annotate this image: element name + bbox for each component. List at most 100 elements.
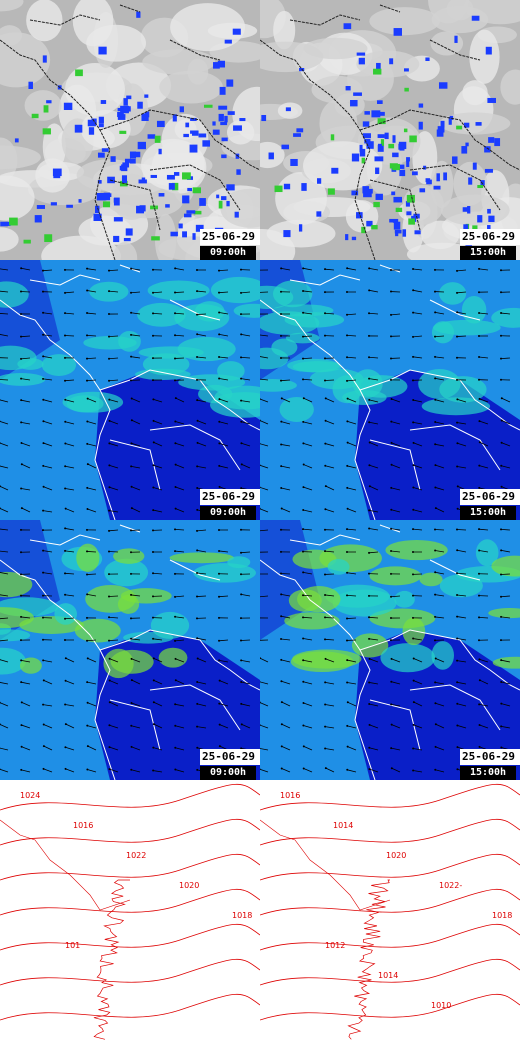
wind-arrow-head (152, 769, 155, 772)
wind-arrow (369, 399, 379, 403)
wind-arrow (325, 704, 335, 707)
wind-arrow-head (456, 269, 459, 272)
wind-arrow (219, 703, 229, 707)
wind-arrow-head (368, 616, 371, 619)
precip (227, 111, 235, 115)
wind-arrow-head (42, 745, 45, 748)
precip (494, 138, 501, 147)
wind-arrow (87, 745, 97, 751)
wind-arrow (501, 703, 511, 707)
wind-arrow-head (478, 616, 481, 619)
wind-arrow-head (302, 486, 305, 489)
wind-arrow-head (64, 312, 67, 315)
pressure-background (0, 780, 260, 1040)
wind-arrow-head (412, 399, 415, 402)
cloud (273, 10, 296, 50)
precip (418, 121, 423, 130)
precip (100, 100, 107, 104)
wind-arrow-head (240, 551, 243, 554)
wind-arrow-head (368, 551, 371, 554)
precip (330, 134, 335, 141)
wind-arrow (303, 443, 313, 447)
precip (475, 122, 482, 126)
wind-arrow-head (130, 465, 133, 468)
wind-arrow-head (196, 680, 199, 683)
wind-arrow-head (64, 593, 67, 596)
wind-arrow (21, 746, 31, 751)
wind-arrow (456, 572, 467, 575)
wind-arrow-head (152, 529, 155, 532)
wind-arrow (346, 334, 357, 337)
wind-arrow-head (86, 616, 89, 619)
wind-arrow-head (42, 529, 45, 532)
wind-arrow-head (390, 420, 393, 423)
wind-arrow-head (368, 377, 371, 380)
wind-arrow (21, 357, 31, 360)
wind-patch (385, 539, 448, 561)
wind-arrow (87, 421, 97, 425)
wind-arrow-head (86, 267, 89, 270)
wind-arrow-head (368, 746, 371, 749)
wind-arrow (0, 594, 9, 597)
wind-arrow (346, 356, 357, 359)
wind-arrow-head (478, 397, 481, 400)
wind-arrow-head (152, 616, 155, 619)
wind-arrow-head (152, 723, 155, 726)
wind-arrow (413, 268, 423, 271)
wind-arrow (325, 398, 335, 403)
wind-arrow-head (368, 572, 371, 575)
wind-patch (123, 631, 174, 644)
isobar (0, 923, 260, 951)
wind-arrow-head (108, 442, 111, 445)
wind-arrow (241, 723, 251, 729)
precip (281, 144, 290, 150)
wind-arrow (260, 443, 269, 447)
wind-arrow (197, 658, 207, 663)
wind-arrow (302, 594, 313, 597)
wind-arrow-head (152, 291, 155, 294)
wind-arrow (457, 638, 467, 641)
wind-patch (284, 312, 345, 328)
wind-arrow (175, 508, 185, 513)
wind-arrow (131, 725, 141, 729)
wind-arrow (479, 312, 489, 315)
wind-patch (380, 643, 436, 673)
map-panel: 1024 1016 1022 1020 1018 101 (0, 780, 260, 1040)
wind-arrow-head (456, 528, 459, 531)
map-panel: 25-06-29 15:00h (260, 260, 520, 520)
wind-arrow-head (64, 507, 67, 510)
precip (298, 224, 303, 232)
wind-arrow-head (412, 441, 415, 444)
time-label: 15:00h (460, 246, 516, 260)
wind-arrow-head (280, 528, 283, 531)
wind-arrow-head (64, 549, 67, 552)
precip (141, 177, 146, 183)
precip (14, 138, 19, 143)
wind-arrow (435, 702, 445, 707)
wind-arrow (260, 724, 269, 729)
precip (129, 158, 136, 164)
precip (178, 223, 183, 229)
wind-arrow (196, 313, 207, 315)
precip (117, 114, 126, 120)
precip (74, 124, 83, 133)
precip (98, 123, 104, 128)
wind-arrow (131, 442, 141, 447)
wind-arrow (303, 768, 313, 773)
precip (150, 205, 159, 210)
wind-arrow (197, 703, 207, 707)
precip (408, 218, 415, 225)
date-label: 25-06-29 (200, 229, 260, 245)
wind-arrow-head (346, 639, 349, 642)
wind-arrow (65, 657, 75, 663)
wind-patch (217, 361, 245, 381)
precip (121, 175, 128, 184)
wind-arrow-head (240, 420, 243, 423)
precip (53, 172, 61, 179)
wind-patch (19, 657, 42, 674)
wind-arrow (131, 466, 141, 469)
wind-arrow-head (240, 639, 243, 642)
wind-arrow-head (412, 335, 415, 338)
wind-arrow (302, 335, 313, 337)
